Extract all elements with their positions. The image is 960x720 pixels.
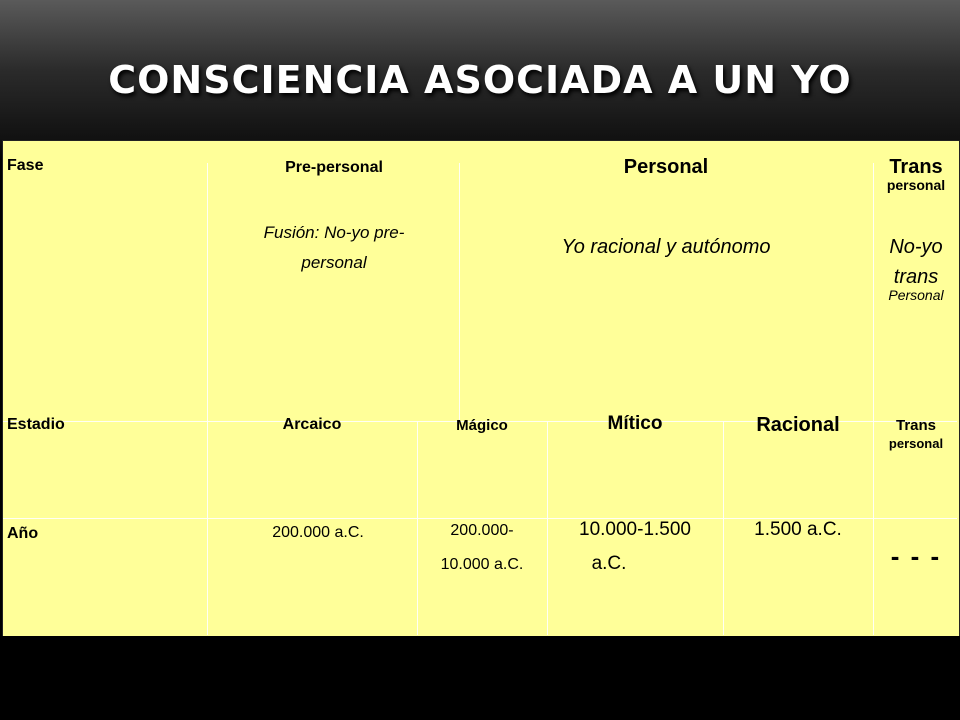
stage-magico: Mágico [456,417,508,434]
header-personal: Personal [623,156,709,178]
column-divider [459,163,460,421]
header-trans-line1: Trans [889,156,943,178]
stage-arcaico: Arcaico [282,416,342,433]
header-trans-line2: personal [886,177,946,193]
year-mitico-line2: a.C. [591,553,627,574]
slide-title: CONSCIENCIA ASOCIADA A UN YO [108,58,852,102]
year-arcaico: 200.000 a.C. [272,524,364,541]
header-pre-personal: Pre-personal [285,159,383,176]
pre-personal-description-line2: personal [301,253,367,272]
row-divider [3,421,957,422]
personal-description: Yo racional y autónomo [561,236,771,258]
year-mitico-line1: 10.000-1.500 [579,519,691,540]
column-divider [417,421,418,635]
year-trans: - - - [890,541,942,571]
stage-trans-line1: Trans [895,417,937,434]
row-label-ano: Año [7,525,39,542]
row-label-fase: Fase [7,157,44,174]
stage-trans-line2: personal [888,436,944,451]
column-divider [723,421,724,635]
stages-table: Fase Pre-personal Fusión: No-yo pre- per… [2,140,960,637]
year-racional: 1.500 a.C. [754,519,842,540]
pre-personal-description-line1: Fusión: No-yo pre- [263,223,405,242]
year-magico-line1: 200.000- [450,522,514,539]
slide-footer-band [0,636,960,720]
trans-description-line2: trans [893,266,939,288]
year-magico-line2: 10.000 a.C. [440,556,524,573]
row-label-estadio: Estadio [7,416,65,433]
stage-racional: Racional [756,414,840,436]
trans-description-line3: Personal [888,287,944,303]
column-divider [547,421,548,635]
column-divider [207,163,208,635]
column-divider [873,163,874,635]
trans-description-line1: No-yo [889,236,943,258]
row-divider [3,518,957,519]
stage-mitico: Mítico [607,413,663,434]
